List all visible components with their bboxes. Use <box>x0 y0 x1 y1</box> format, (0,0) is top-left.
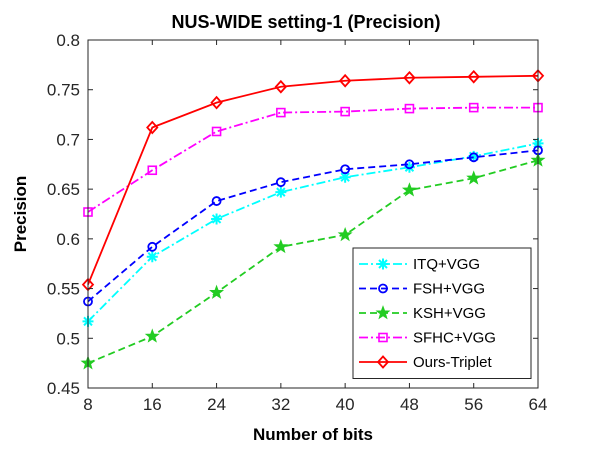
legend-entry: SFHC+VGG <box>359 330 496 347</box>
data-point <box>144 328 160 343</box>
data-point <box>338 73 352 88</box>
legend-marker <box>377 258 389 270</box>
x-tick-label: 16 <box>143 395 162 414</box>
data-point <box>274 79 288 94</box>
data-point <box>209 284 225 299</box>
legend: ITQ+VGG FSH+VGG KSH+VGG SFHC+VGG Ours-Triple… <box>352 247 532 379</box>
data-point <box>146 251 158 263</box>
data-point <box>468 102 479 113</box>
y-tick-label: 0.75 <box>47 81 80 100</box>
data-point <box>275 177 286 188</box>
data-point <box>211 196 222 206</box>
data-point <box>147 241 158 252</box>
data-point <box>211 126 222 137</box>
data-point <box>467 69 480 84</box>
data-point <box>404 103 415 114</box>
legend-marker <box>378 283 388 294</box>
y-tick-label: 0.55 <box>47 280 80 299</box>
legend-label: ITQ+VGG <box>413 256 480 273</box>
series-line <box>87 106 538 213</box>
series-fsh-vgg <box>83 145 543 307</box>
axes-frame <box>87 39 539 389</box>
data-point <box>403 161 415 173</box>
legend-marker <box>376 355 390 369</box>
y-tick-label: 0.8 <box>56 31 80 50</box>
legend-entry: FSH+VGG <box>359 281 485 298</box>
x-tick-label: 32 <box>271 395 290 414</box>
data-point <box>468 152 479 163</box>
x-tick-label: 40 <box>336 395 355 414</box>
data-point <box>276 107 286 118</box>
data-point <box>466 170 482 185</box>
data-point <box>404 159 415 170</box>
data-point <box>146 120 159 135</box>
legend-marker <box>375 305 391 320</box>
y-axis-title: Precision <box>11 176 30 253</box>
x-tick-label: 8 <box>83 395 92 414</box>
data-point <box>401 182 417 197</box>
x-tick-label: 48 <box>400 395 419 414</box>
legend-entry: ITQ+VGG <box>359 256 480 273</box>
data-point <box>339 171 351 183</box>
axes-layer: 8 16 24 32 40 48 56 64 0.45 0.5 0.55 0.6 0.65 0.7 0.75… <box>47 31 548 414</box>
legend-label: Ours-Triplet <box>413 354 492 371</box>
data-point <box>340 106 350 117</box>
y-tick-label: 0.65 <box>47 180 80 199</box>
legend-label: KSH+VGG <box>413 305 486 322</box>
series-line <box>87 142 539 323</box>
series-line <box>87 74 539 285</box>
x-tick-label: 64 <box>529 395 548 414</box>
x-tick-label: 56 <box>464 395 483 414</box>
legend-entry: Ours-Triplet <box>359 354 492 371</box>
y-tick-label: 0.7 <box>56 130 80 149</box>
series-line <box>87 159 539 364</box>
y-tick-label: 0.45 <box>47 379 80 398</box>
data-point <box>468 150 480 162</box>
data-point <box>210 95 223 110</box>
data-point <box>340 164 351 175</box>
y-tick-label: 0.6 <box>56 230 80 249</box>
legend-marker <box>378 332 388 343</box>
series-ours-triplet <box>81 68 545 292</box>
y-tick-label: 0.5 <box>56 329 80 348</box>
x-tick-label: 24 <box>207 395 226 414</box>
data-point <box>273 238 289 254</box>
data-point <box>403 70 416 85</box>
chart-title: NUS-WIDE setting-1 (Precision) <box>171 12 440 32</box>
data-point <box>147 165 158 176</box>
legend-label: FSH+VGG <box>413 281 485 298</box>
legend-entry: KSH+VGG <box>359 305 486 322</box>
data-point <box>275 186 287 198</box>
data-point <box>337 227 353 242</box>
x-axis-title: Number of bits <box>253 425 373 444</box>
legend-label: SFHC+VGG <box>413 330 496 347</box>
data-point <box>211 213 223 225</box>
